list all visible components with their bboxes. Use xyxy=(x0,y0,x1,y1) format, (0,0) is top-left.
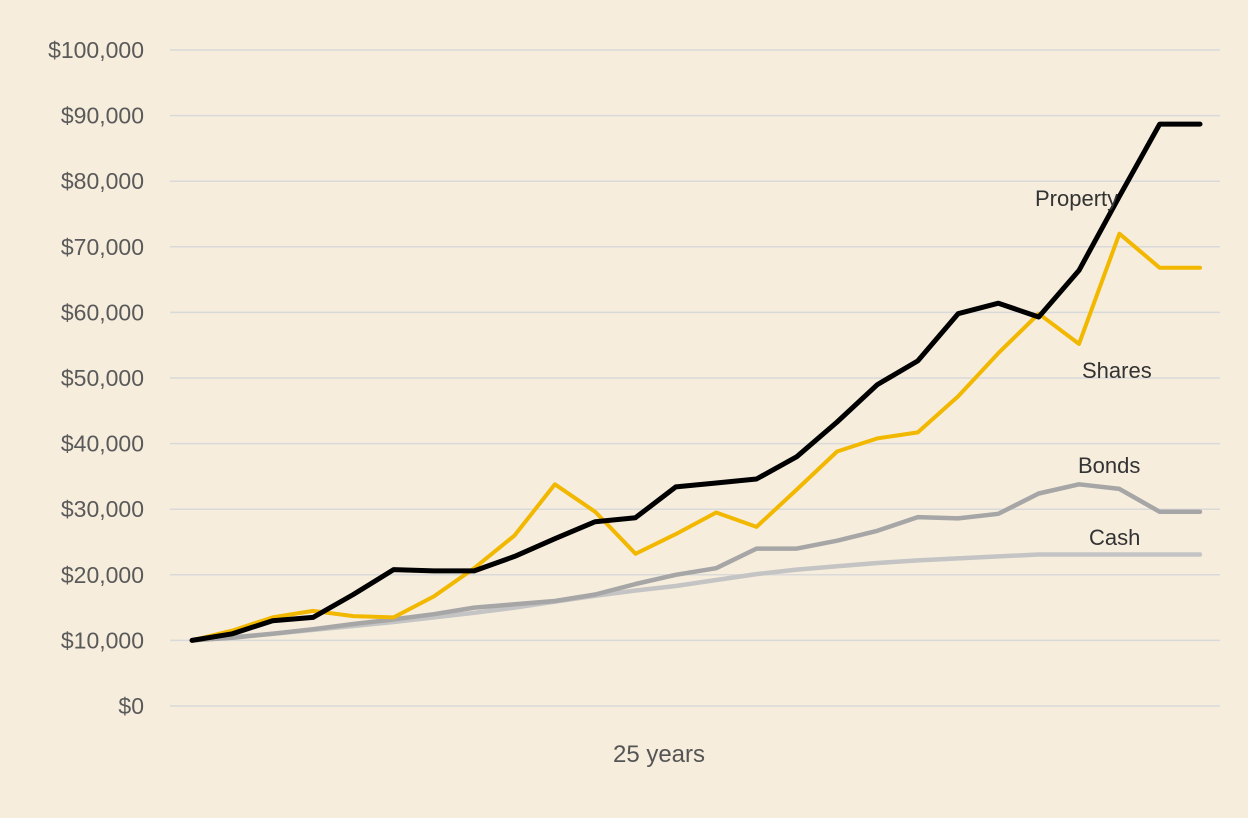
series-line-property xyxy=(189,121,1203,643)
y-tick-label: $60,000 xyxy=(61,299,144,325)
y-tick-label: $0 xyxy=(118,693,144,719)
y-tick-label: $70,000 xyxy=(61,234,144,260)
y-tick-label: $20,000 xyxy=(61,562,144,588)
series-label-shares: Shares xyxy=(1082,358,1152,383)
series-lines xyxy=(189,121,1203,643)
y-axis-ticks: $0 $10,000 $20,000 $30,000 $40,000 $50,000 $60… xyxy=(48,37,144,719)
y-tick-label: $10,000 xyxy=(61,627,144,653)
series-line-shares xyxy=(190,231,1202,643)
series-label-property: Property xyxy=(1035,186,1118,211)
y-tick-label: $100,000 xyxy=(48,37,144,63)
y-tick-label: $50,000 xyxy=(61,365,144,391)
series-label-bonds: Bonds xyxy=(1078,453,1140,478)
y-tick-label: $80,000 xyxy=(61,168,144,194)
y-tick-label: $30,000 xyxy=(61,496,144,522)
series-line-bonds xyxy=(189,482,1203,643)
y-tick-label: $40,000 xyxy=(61,431,144,457)
x-axis-title: 25 years xyxy=(613,741,705,768)
gridlines xyxy=(170,49,1220,707)
series-label-cash: Cash xyxy=(1089,525,1140,550)
y-tick-label: $90,000 xyxy=(61,103,144,129)
